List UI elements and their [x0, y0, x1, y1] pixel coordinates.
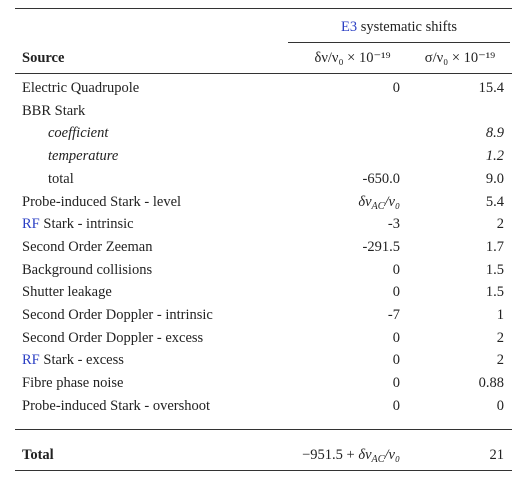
base: δν [358, 193, 372, 210]
source-cell: Second Order Doppler - intrinsic [22, 307, 213, 323]
subscript: AC [371, 454, 385, 465]
source-cell: BBR Stark [22, 102, 86, 119]
bottom-rule [15, 470, 512, 471]
uncertainty-cell: 1 [496, 307, 504, 323]
uncertainty-cell: 1.2 [485, 148, 504, 165]
shift-cell: -7 [387, 307, 400, 323]
shift-cell: -650.0 [362, 170, 400, 187]
group-text: systematic shifts [360, 19, 457, 35]
uncertainty-cell: 9.0 [485, 170, 504, 187]
tag: RF [22, 352, 40, 369]
subscript: AC [371, 200, 385, 212]
uncertainty-cell: 2 [496, 352, 504, 369]
shift-cell: -3 [387, 216, 400, 233]
group-tag: E3 [341, 19, 358, 35]
uncertainty-cell: 2 [496, 216, 504, 233]
source-cell: Shutter leakage [22, 284, 112, 301]
shift-cell: δνAC/ν₀ [250, 193, 400, 212]
base: δν [358, 447, 372, 463]
tag: RF [22, 216, 40, 233]
source-cell: Background collisions [22, 261, 153, 278]
shift-cell: −951.5 + δνAC/ν₀ [250, 446, 400, 465]
group-rule [288, 42, 510, 43]
uncertainty-cell: 0 [496, 397, 504, 414]
shift-cell: 0 [392, 80, 400, 96]
rest: /ν₀ [384, 447, 400, 463]
shift-cell: 0 [392, 375, 400, 392]
header-rule [15, 73, 512, 74]
source-cell: Electric Quadrupole [22, 80, 140, 96]
uncertainty-cell: 1.5 [485, 261, 504, 278]
label: Stark - intrinsic [43, 216, 134, 233]
uncertainty-cell: 1.5 [485, 284, 504, 301]
column-header: δν/ν₀ × 10⁻¹⁹ [314, 50, 391, 66]
source-cell: RF Stark - intrinsic [22, 215, 134, 233]
source-cell: RF Stark - excess [22, 351, 124, 369]
source-cell: Second Order Zeeman [22, 238, 153, 255]
uncertainty-cell: 5.4 [485, 193, 504, 210]
source-cell: Probe-induced Stark - overshoot [22, 397, 211, 414]
shift-cell: 0 [392, 352, 400, 369]
shift-cell: 0 [392, 284, 400, 301]
uncertainty-cell: 21 [489, 447, 505, 463]
shift-cell: 0 [392, 261, 400, 278]
uncertainty-cell: 2 [496, 329, 504, 346]
source-cell: Probe-induced Stark - level [22, 193, 182, 210]
uncertainty-cell: 8.9 [485, 125, 504, 142]
top-rule [15, 8, 512, 9]
source-cell: total [48, 170, 74, 187]
shift-cell: 0 [392, 329, 400, 346]
label: Stark - excess [43, 352, 124, 369]
column-header: Source [22, 50, 65, 66]
shift-cell: 0 [392, 397, 400, 414]
rest: /ν₀ [384, 193, 400, 210]
source-cell: temperature [48, 148, 119, 165]
column-header: σ/ν₀ × 10⁻¹⁹ [424, 50, 496, 66]
uncertainty-cell: 1.7 [485, 238, 504, 255]
group-header: E3 systematic shifts [288, 18, 510, 36]
uncertainty-cell: 0.88 [478, 375, 504, 392]
prefix: −951.5 + [302, 447, 359, 463]
source-cell: Fibre phase noise [22, 375, 124, 392]
uncertainty-cell: 15.4 [478, 80, 504, 96]
source-cell: Second Order Doppler - excess [22, 329, 204, 346]
source-cell: Total [22, 447, 54, 463]
source-cell: coefficient [48, 125, 109, 142]
total-rule [15, 429, 512, 430]
shift-cell: -291.5 [362, 238, 400, 255]
